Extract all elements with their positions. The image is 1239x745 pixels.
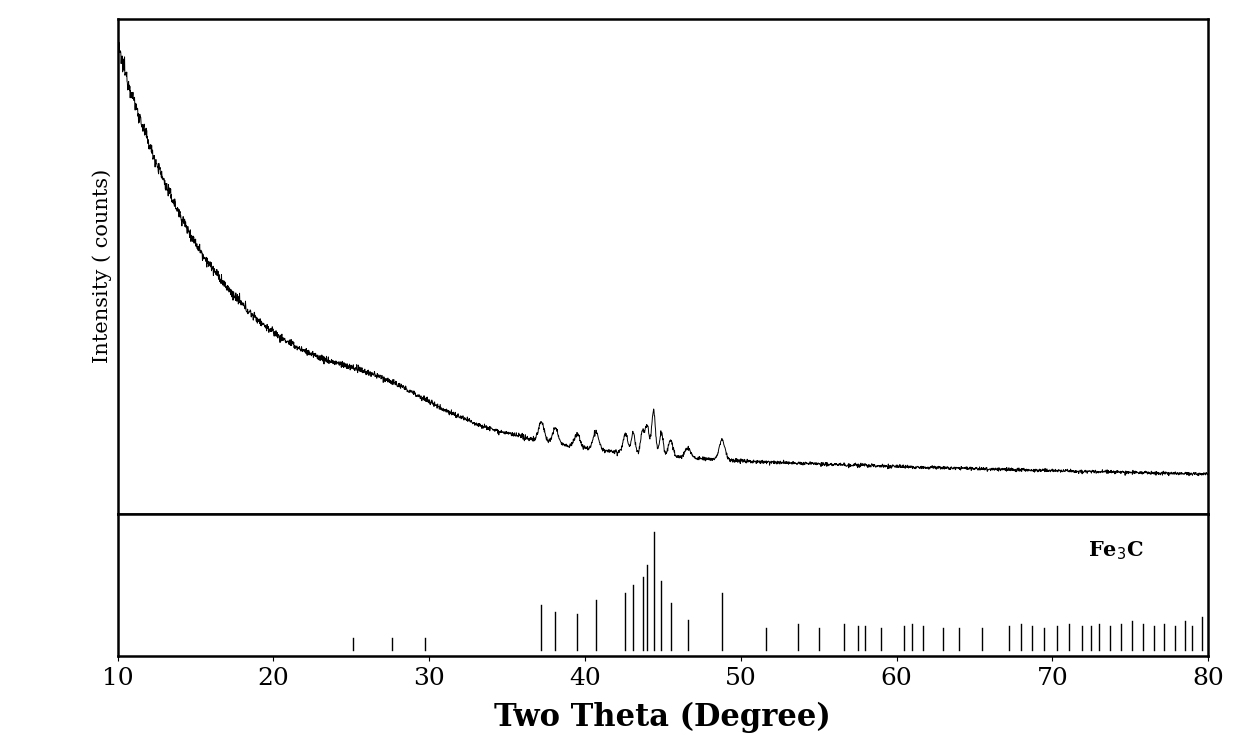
X-axis label: Two Theta (Degree): Two Theta (Degree): [494, 702, 831, 733]
Y-axis label: Intensity ( counts): Intensity ( counts): [93, 169, 113, 364]
Text: Fe$_3$C: Fe$_3$C: [1088, 539, 1144, 562]
